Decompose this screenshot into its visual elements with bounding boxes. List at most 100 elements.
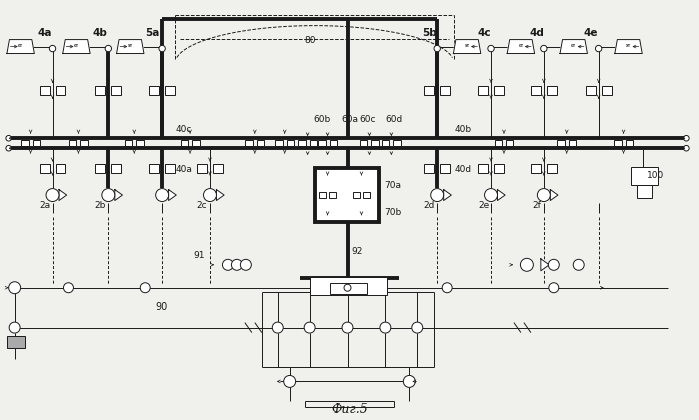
Circle shape [159,45,166,52]
Text: 80: 80 [305,36,316,45]
Text: XT: XT [626,44,631,48]
Bar [557,140,565,147]
Circle shape [596,45,602,52]
Circle shape [231,259,243,270]
Polygon shape [560,39,587,53]
Circle shape [434,45,440,52]
Bar [353,192,360,198]
Bar [40,86,50,95]
Text: 70b: 70b [384,208,402,217]
Bar [440,86,450,95]
Text: 4c: 4c [477,28,491,38]
Bar [547,164,557,173]
Circle shape [64,283,73,293]
Bar [494,164,504,173]
Bar [7,336,24,347]
Polygon shape [168,189,176,200]
Bar [80,140,88,147]
Polygon shape [541,259,549,271]
Bar [360,140,368,147]
Circle shape [8,282,21,294]
Bar [111,164,122,173]
Text: 2d: 2d [424,201,435,210]
Bar [371,140,379,147]
Bar [245,140,253,147]
Text: 70a: 70a [384,181,401,190]
Text: 2c: 2c [196,201,208,210]
Bar [21,140,29,147]
Bar [310,277,387,295]
Bar [33,140,40,147]
Bar [424,86,434,95]
Bar [40,164,50,173]
Text: ST: ST [128,44,133,48]
Bar [197,164,207,173]
Circle shape [442,283,452,293]
Text: Фиг.5: Фиг.5 [331,403,368,416]
Circle shape [50,45,56,52]
Bar [531,164,541,173]
Bar [287,140,294,147]
Text: 60a: 60a [341,116,358,124]
Circle shape [342,322,353,333]
Circle shape [156,189,168,202]
Circle shape [102,189,115,202]
Polygon shape [217,189,224,200]
Bar [602,86,612,95]
Bar [637,185,652,198]
Text: 91: 91 [194,251,205,260]
Bar [149,164,159,173]
Circle shape [46,189,59,202]
Bar [55,86,66,95]
Circle shape [380,322,391,333]
Text: 60d: 60d [386,116,403,124]
Circle shape [549,283,559,293]
Polygon shape [117,39,144,53]
Polygon shape [7,39,34,53]
Text: 4a: 4a [37,28,52,38]
Text: 4e: 4e [584,28,598,38]
Bar [394,140,401,147]
Bar [310,140,317,147]
Text: 5a: 5a [145,28,159,38]
Bar [478,164,488,173]
Circle shape [684,136,689,141]
Bar [494,140,502,147]
Bar [136,140,144,147]
Bar [124,140,132,147]
Text: 4b: 4b [93,28,108,38]
Circle shape [684,145,689,151]
Circle shape [548,259,559,270]
Circle shape [521,258,533,271]
Bar [329,192,336,198]
Text: GT: GT [74,44,79,48]
Bar [586,86,596,95]
Bar [424,164,434,173]
Bar [257,140,264,147]
Text: 2b: 2b [94,201,106,210]
Circle shape [240,259,252,270]
Bar [149,86,159,95]
Text: 2e: 2e [478,201,490,210]
Text: 40a: 40a [175,165,192,174]
Text: 40d: 40d [454,165,471,174]
Circle shape [273,322,283,333]
Text: 92: 92 [352,247,363,256]
Text: 60b: 60b [313,116,330,124]
Bar [569,140,576,147]
Bar [318,140,326,147]
Circle shape [6,136,11,141]
Polygon shape [59,189,66,200]
Circle shape [304,322,315,333]
Circle shape [412,322,423,333]
Circle shape [573,259,584,270]
Bar [614,140,621,147]
Polygon shape [115,189,122,200]
Circle shape [203,189,217,202]
Bar [165,86,175,95]
Circle shape [284,375,296,387]
Bar [382,140,389,147]
Circle shape [222,259,233,270]
Bar [180,140,188,147]
Text: 40b: 40b [454,125,471,134]
